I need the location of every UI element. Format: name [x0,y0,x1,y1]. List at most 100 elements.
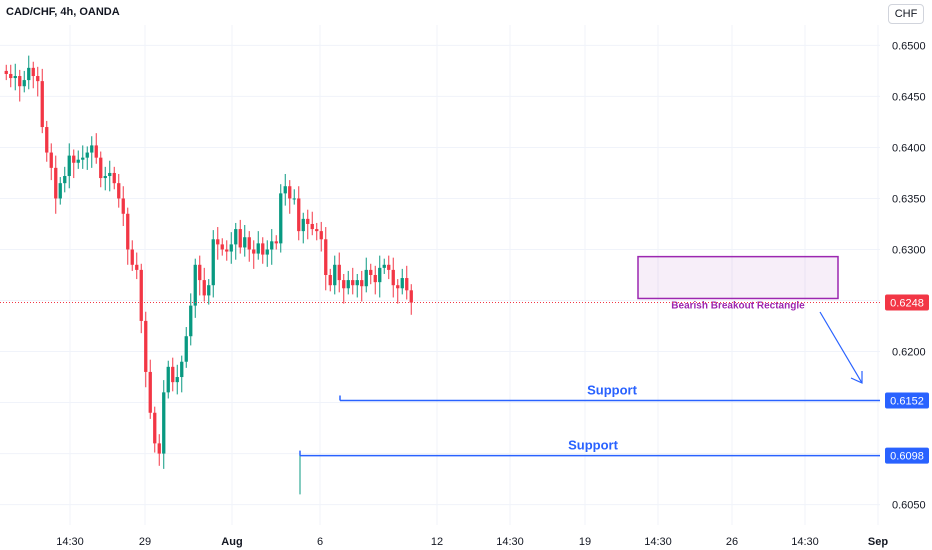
candle-body [67,155,71,177]
x-tick-label: 14:30 [644,536,672,548]
candle-body [373,275,377,283]
x-tick-label: Aug [221,536,242,548]
y-tick-label: 0.6450 [892,91,926,103]
candle-body [202,280,206,296]
candle-body [58,183,62,199]
support-price-badge [885,447,929,464]
candle-body [166,366,170,393]
candle-body [130,249,134,265]
candle-body [405,278,409,291]
candle-body [54,167,58,199]
candle-body [319,231,323,240]
candle-body [76,159,80,163]
candle-body [382,264,386,268]
candle-body [315,229,319,232]
candle-body [220,244,224,250]
candle-body [4,70,8,74]
candle-body [103,176,107,179]
candle-body [148,371,152,413]
candle-body [351,280,355,286]
candle-body [211,239,215,286]
candle-body [292,198,296,200]
candle-body [328,275,332,286]
x-tick-label: Sep [868,536,888,548]
arrow-head-icon [850,371,863,384]
candle-body [45,127,49,153]
x-tick-label: 26 [726,536,738,548]
support-price-label: 0.6152 [890,396,924,408]
candle-body [162,392,166,454]
candle-body [108,172,112,177]
candle-body [301,218,305,232]
candle-body [63,176,67,184]
candle-body [234,229,238,245]
support-price-badge [885,392,929,409]
candle-body [256,243,260,254]
candle-body [198,264,202,281]
candle-body [49,152,53,168]
x-tick-label: 12 [431,536,443,548]
rectangle-label: Bearish Breakout Rectangle [671,300,805,311]
candle-body [94,145,98,158]
candle-body [175,377,179,383]
candle-body [13,76,17,79]
candle-body [225,249,229,252]
candle-body [391,269,395,286]
x-tick-label: 19 [579,536,591,548]
candle-body [81,157,85,160]
candle-body [85,152,89,158]
candle-body [369,269,373,275]
candle-body [9,73,13,79]
candle-body [274,241,278,244]
currency-button[interactable]: CHF [888,4,924,24]
support-price-label: 0.6098 [890,451,924,463]
candle-body [189,305,193,337]
candle-body [72,155,76,163]
y-tick-label: 0.6350 [892,193,926,205]
candle-body [90,145,94,153]
candle-body [396,285,400,289]
candle-body [265,249,269,255]
candle-body [306,218,310,224]
candle-body [31,67,35,77]
candle-body [297,198,301,232]
x-tick-label: 14:30 [496,536,524,548]
candle-body [337,264,341,281]
candle-body [378,267,382,283]
candle-body [324,239,328,275]
candle-body [126,213,130,250]
candle-body [310,223,314,230]
x-tick-label: 29 [139,536,151,548]
chart-title: CAD/CHF, 4h, OANDA [6,6,120,18]
candle-body [27,67,31,81]
candle-body [171,366,175,383]
candle-body [180,361,184,378]
candle-body [409,290,413,303]
support-label: Support [568,438,618,453]
x-tick-label: 6 [317,536,323,548]
y-tick-label: 0.6400 [892,142,926,154]
candle-body [157,443,161,454]
support-label: Support [587,383,637,398]
candle-body [99,157,103,179]
candle-body [238,229,242,248]
last-price-label: 0.6248 [890,298,924,310]
candle-body [216,239,220,245]
candle-body [279,193,283,244]
candle-body [346,280,350,289]
bearish-breakout-rectangle [637,255,839,300]
candle-body [400,278,404,289]
candle-body [333,264,337,286]
x-tick-label: 14:30 [791,536,819,548]
x-tick-label: 14:30 [56,536,84,548]
candle-body [229,244,233,252]
candle-body [40,81,44,128]
candle-body [247,237,251,250]
candle-body [387,264,391,270]
y-tick-label: 0.6300 [892,244,926,256]
candle-body [18,76,22,87]
candle-body [36,76,40,82]
candle-body [193,264,197,306]
candle-body [139,269,143,321]
